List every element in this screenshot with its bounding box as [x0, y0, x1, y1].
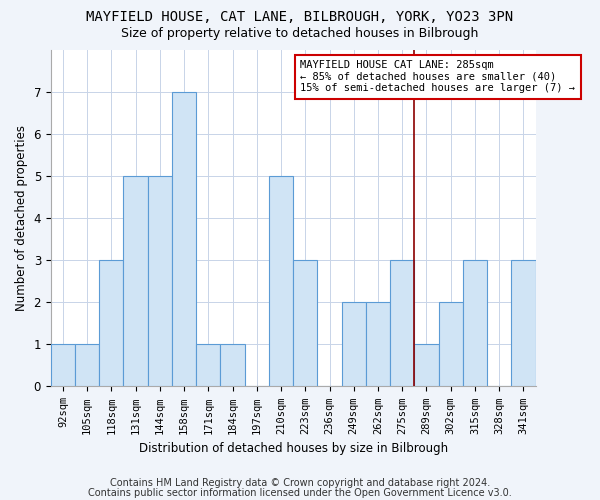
Bar: [293, 260, 317, 386]
Bar: [269, 176, 293, 386]
Text: MAYFIELD HOUSE CAT LANE: 285sqm
← 85% of detached houses are smaller (40)
15% of: MAYFIELD HOUSE CAT LANE: 285sqm ← 85% of…: [301, 60, 575, 94]
Bar: [99, 260, 124, 386]
Bar: [511, 260, 536, 386]
Bar: [124, 176, 148, 386]
Text: Contains HM Land Registry data © Crown copyright and database right 2024.: Contains HM Land Registry data © Crown c…: [110, 478, 490, 488]
Bar: [220, 344, 245, 387]
Y-axis label: Number of detached properties: Number of detached properties: [15, 125, 28, 311]
Text: Contains public sector information licensed under the Open Government Licence v3: Contains public sector information licen…: [88, 488, 512, 498]
Bar: [51, 344, 75, 387]
Bar: [148, 176, 172, 386]
Bar: [75, 344, 99, 387]
Text: MAYFIELD HOUSE, CAT LANE, BILBROUGH, YORK, YO23 3PN: MAYFIELD HOUSE, CAT LANE, BILBROUGH, YOR…: [86, 10, 514, 24]
Bar: [366, 302, 390, 386]
Bar: [341, 302, 366, 386]
Bar: [415, 344, 439, 387]
Bar: [196, 344, 220, 387]
Bar: [463, 260, 487, 386]
Bar: [390, 260, 415, 386]
Bar: [172, 92, 196, 386]
X-axis label: Distribution of detached houses by size in Bilbrough: Distribution of detached houses by size …: [139, 442, 448, 455]
Text: Size of property relative to detached houses in Bilbrough: Size of property relative to detached ho…: [121, 28, 479, 40]
Bar: [439, 302, 463, 386]
